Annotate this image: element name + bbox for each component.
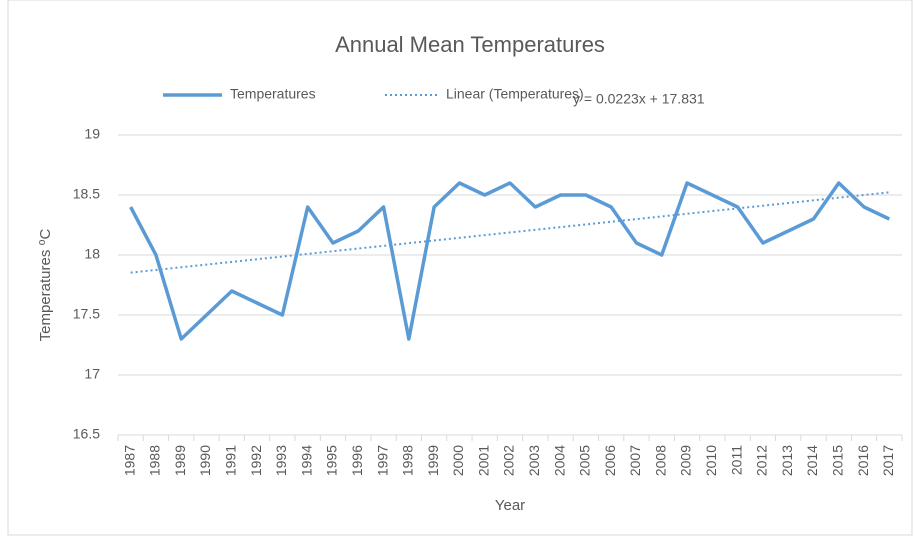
x-tick-label: 2007 [627,445,643,476]
y-tick-label: 17 [84,366,100,382]
x-tick-label: 2002 [501,445,517,476]
x-axis-title: Year [495,497,525,514]
y-tick-label: 19 [84,126,100,142]
y-tick-label: 18.5 [73,186,100,202]
line-series [129,181,891,341]
y-axis-title: Temperatures ⁰C [37,228,54,341]
x-tick-label: 1989 [172,445,188,476]
x-tick-label: 1996 [349,445,365,476]
x-tick-label: 2014 [804,445,820,476]
x-tick-label: 1998 [400,445,416,476]
x-tick-label: 1999 [425,445,441,476]
x-tick-label: 2000 [450,445,466,476]
x-tick-label: 2009 [678,445,694,476]
y-tick-label: 16.5 [73,426,100,442]
x-tick-label: 2017 [880,445,896,476]
x-tick-label: 1990 [197,445,213,476]
x-tick-label: 1988 [147,445,163,476]
x-tick-label: 2012 [754,445,770,476]
x-tick-label: 2005 [577,445,593,476]
x-tick-label: 1994 [298,445,314,476]
chart-title: Annual Mean Temperatures [335,32,605,57]
x-tick-label: 1991 [223,445,239,476]
x-tick-label: 1987 [121,445,137,476]
x-tick-label: 1995 [324,445,340,476]
y-tick-label: 18 [84,246,100,262]
x-tick-label: 2010 [703,445,719,476]
x-tick-label: 1993 [273,445,289,476]
x-tick-label: 2011 [728,445,744,475]
trendline-equation: y = 0.0223x + 17.831 [573,91,705,107]
legend-label: Temperatures [230,86,316,102]
x-tick-label: 2008 [652,445,668,476]
x-tick-label: 2001 [475,445,491,476]
x-tick-label: 2013 [779,445,795,476]
x-tick-label: 2006 [602,445,618,476]
x-tick-label: 1992 [248,445,264,476]
x-tick-label: 2004 [551,445,567,476]
x-tick-label: 1997 [374,445,390,476]
trendline [130,191,890,274]
x-tick-label: 2015 [829,445,845,476]
y-tick-label: 17.5 [73,306,100,322]
x-tick-label: 2003 [526,445,542,476]
x-tick-label: 2016 [855,445,871,476]
legend-label: Linear (Temperatures) [446,86,584,102]
